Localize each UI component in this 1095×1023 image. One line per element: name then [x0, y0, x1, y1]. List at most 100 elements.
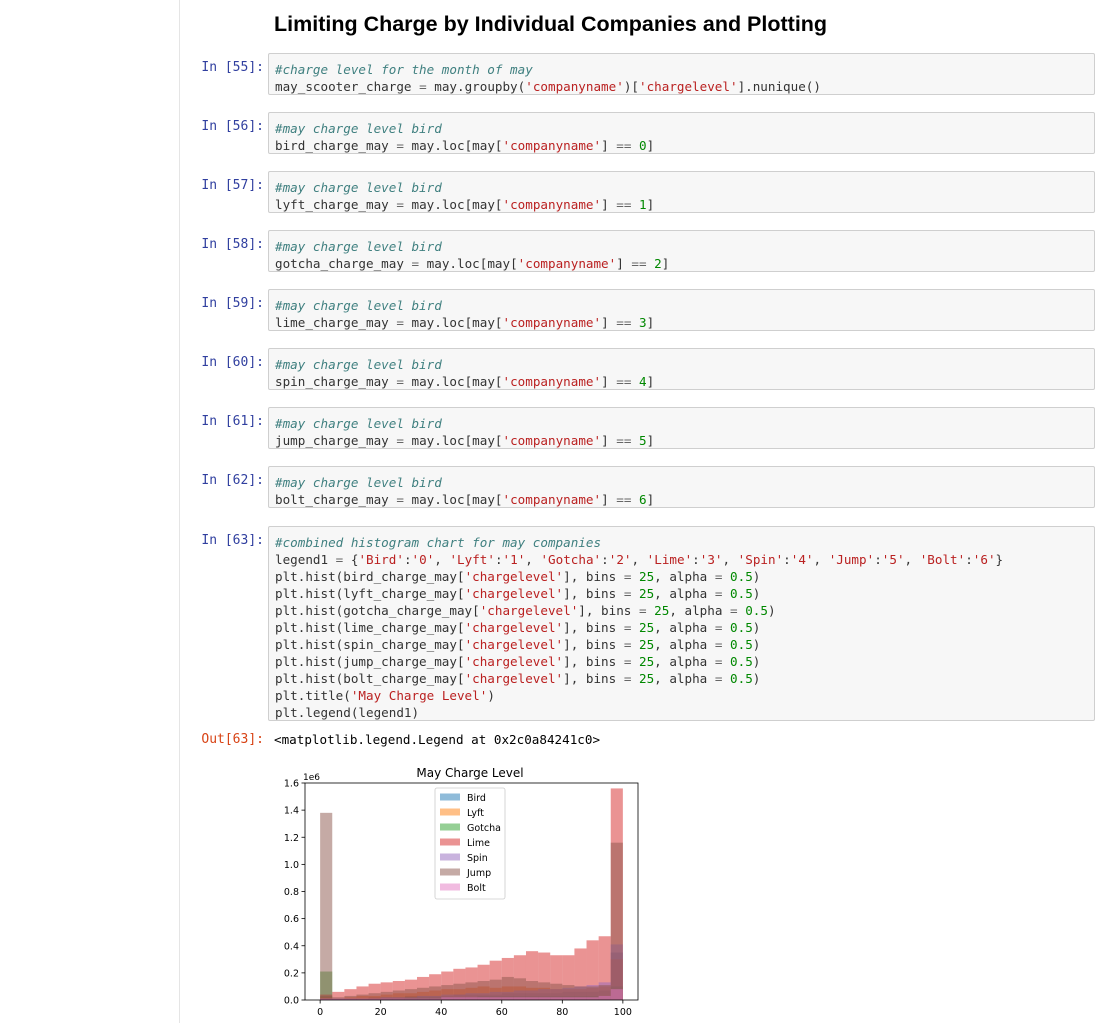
code-token: :	[403, 552, 412, 567]
code-token: 25	[639, 569, 655, 584]
code-token: :	[965, 552, 973, 567]
code-token	[722, 586, 730, 601]
histogram-bar-bolt	[404, 998, 418, 1000]
code-token: #may charge level bird	[275, 357, 442, 372]
code-token: plt.hist(jump_charge_may[	[275, 654, 465, 669]
code-input[interactable]: #may charge level bird bolt_charge_may = …	[268, 466, 1095, 508]
code-input[interactable]: #charge level for the month of may may_sc…	[268, 53, 1095, 95]
code-input[interactable]: #may charge level bird lyft_charge_may = …	[268, 171, 1095, 213]
code-input[interactable]: #may charge level bird spin_charge_may = …	[268, 348, 1095, 390]
code-token: 'Bird'	[358, 552, 404, 567]
code-token: ]	[646, 315, 655, 330]
histogram-bar-jump	[332, 997, 345, 1000]
code-token: 'Bolt'	[919, 552, 966, 567]
input-prompt: In [57]:	[201, 178, 264, 193]
code-token: 1	[639, 197, 647, 212]
code-token: gotcha_charge_may	[275, 256, 412, 271]
code-input[interactable]: #may charge level bird gotcha_charge_may …	[268, 230, 1095, 272]
code-token: plt.hist(gotcha_charge_may[	[275, 603, 480, 618]
code-token: 0.5	[745, 603, 768, 618]
histogram-bar-jump	[441, 985, 454, 1000]
code-token: , alpha	[654, 654, 715, 669]
code-token: =	[714, 569, 723, 584]
histogram-bar-bolt	[598, 995, 611, 1000]
code-token: =	[396, 433, 404, 448]
code-token: :	[601, 552, 609, 567]
code-token: 0.5	[730, 620, 753, 635]
code-token: , alpha	[654, 569, 715, 584]
legend-label: Gotcha	[467, 823, 501, 834]
code-token: :	[783, 552, 791, 567]
code-token: 0.5	[730, 671, 753, 686]
code-cell: In [60]: #may charge level bird spin_charg…	[180, 348, 1095, 392]
code-input[interactable]: #may charge level bird bird_charge_may = …	[268, 112, 1095, 154]
code-input[interactable]: #may charge level bird jump_charge_may = …	[268, 407, 1095, 449]
code-token	[722, 654, 730, 669]
histogram-bar-jump	[525, 981, 539, 1000]
code-cell: In [58]: #may charge level bird gotcha_cha…	[180, 230, 1095, 274]
code-token: ==	[616, 138, 632, 153]
code-line: legend1 = {'Bird':'0', 'Lyft':'1', 'Gotc…	[275, 551, 1088, 568]
histogram-bar-bolt	[586, 997, 599, 1000]
code-token: jump_charge_may	[275, 433, 397, 448]
input-prompt: In [60]:	[201, 355, 264, 370]
code-token: may.loc[may[	[403, 197, 503, 212]
code-token: )	[752, 620, 761, 635]
code-input[interactable]: #combined histogram chart for may compan…	[268, 526, 1095, 721]
code-token: ,	[722, 552, 738, 567]
y-tick-label: 0.8	[284, 887, 299, 898]
code-line: #may charge level bird	[275, 120, 1088, 137]
code-line: jump_charge_may = may.loc[may['companyna…	[275, 432, 1088, 448]
code-token: =	[396, 138, 404, 153]
code-line: plt.hist(jump_charge_may['chargelevel'],…	[275, 653, 1088, 670]
histogram-bar-jump	[550, 983, 563, 1000]
histogram-bar-jump	[610, 842, 623, 1000]
code-token: '3'	[699, 552, 723, 567]
code-token: 'chargelevel'	[464, 620, 564, 635]
code-line: plt.title('May Charge Level')	[275, 687, 1088, 704]
output-text: <matplotlib.legend.Legend at 0x2c0a84241…	[274, 732, 601, 747]
code-line: lime_charge_may = may.loc[may['companyna…	[275, 314, 1088, 330]
input-prompt: In [62]:	[201, 473, 264, 488]
code-token: =	[623, 637, 632, 652]
code-token: lyft_charge_may	[275, 197, 397, 212]
code-token: , alpha	[654, 637, 715, 652]
code-line: bolt_charge_may = may.loc[may['companyna…	[275, 491, 1088, 507]
code-token: =	[714, 586, 723, 601]
code-token: 'chargelevel'	[464, 569, 564, 584]
code-token: 'companyname'	[502, 315, 602, 330]
code-token: #may charge level bird	[275, 121, 442, 136]
code-token: =	[411, 256, 420, 271]
code-token: 0.5	[730, 569, 753, 584]
histogram-bar-bolt	[489, 997, 502, 1000]
code-token: =	[714, 637, 723, 652]
code-token: '5'	[881, 552, 905, 567]
code-token: 'chargelevel'	[464, 586, 564, 601]
code-cell: In [62]: #may charge level bird bolt_charg…	[180, 466, 1095, 510]
code-line: spin_charge_may = may.loc[may['companyna…	[275, 373, 1088, 389]
code-token: =	[623, 654, 632, 669]
y-tick-label: 1.4	[284, 806, 299, 817]
code-token: =	[335, 552, 344, 567]
code-line: may_scooter_charge = may.groupby('compan…	[275, 78, 1088, 94]
histogram-bar-jump	[417, 987, 430, 1000]
chart-legend: Bird Lyft Gotcha Lime Spin Jump Bolt	[434, 787, 506, 900]
code-token: )	[487, 688, 495, 703]
histogram-bar-jump	[562, 985, 575, 1000]
code-cell: In [61]: #may charge level bird jump_charg…	[180, 407, 1095, 451]
code-input[interactable]: #may charge level bird lime_charge_may = …	[268, 289, 1095, 331]
output-area: Out[63]: <matplotlib.legend.Legend at 0x…	[180, 731, 1095, 1023]
input-prompt: In [58]:	[201, 237, 264, 252]
code-token: )	[752, 637, 761, 652]
code-line: plt.hist(spin_charge_may['chargelevel'],…	[275, 636, 1088, 653]
x-axis: 0 20 40 60 80 100	[317, 1000, 632, 1018]
code-line: bird_charge_may = may.loc[may['companyna…	[275, 137, 1088, 153]
code-token	[631, 586, 639, 601]
code-token: 'chargelevel'	[638, 79, 738, 94]
code-token: =	[714, 620, 723, 635]
code-token: )	[752, 671, 761, 686]
input-prompt: In [63]:	[201, 533, 264, 548]
code-token: , alpha	[669, 603, 730, 618]
code-token: )	[752, 654, 761, 669]
histogram-bar-jump	[380, 991, 393, 1000]
